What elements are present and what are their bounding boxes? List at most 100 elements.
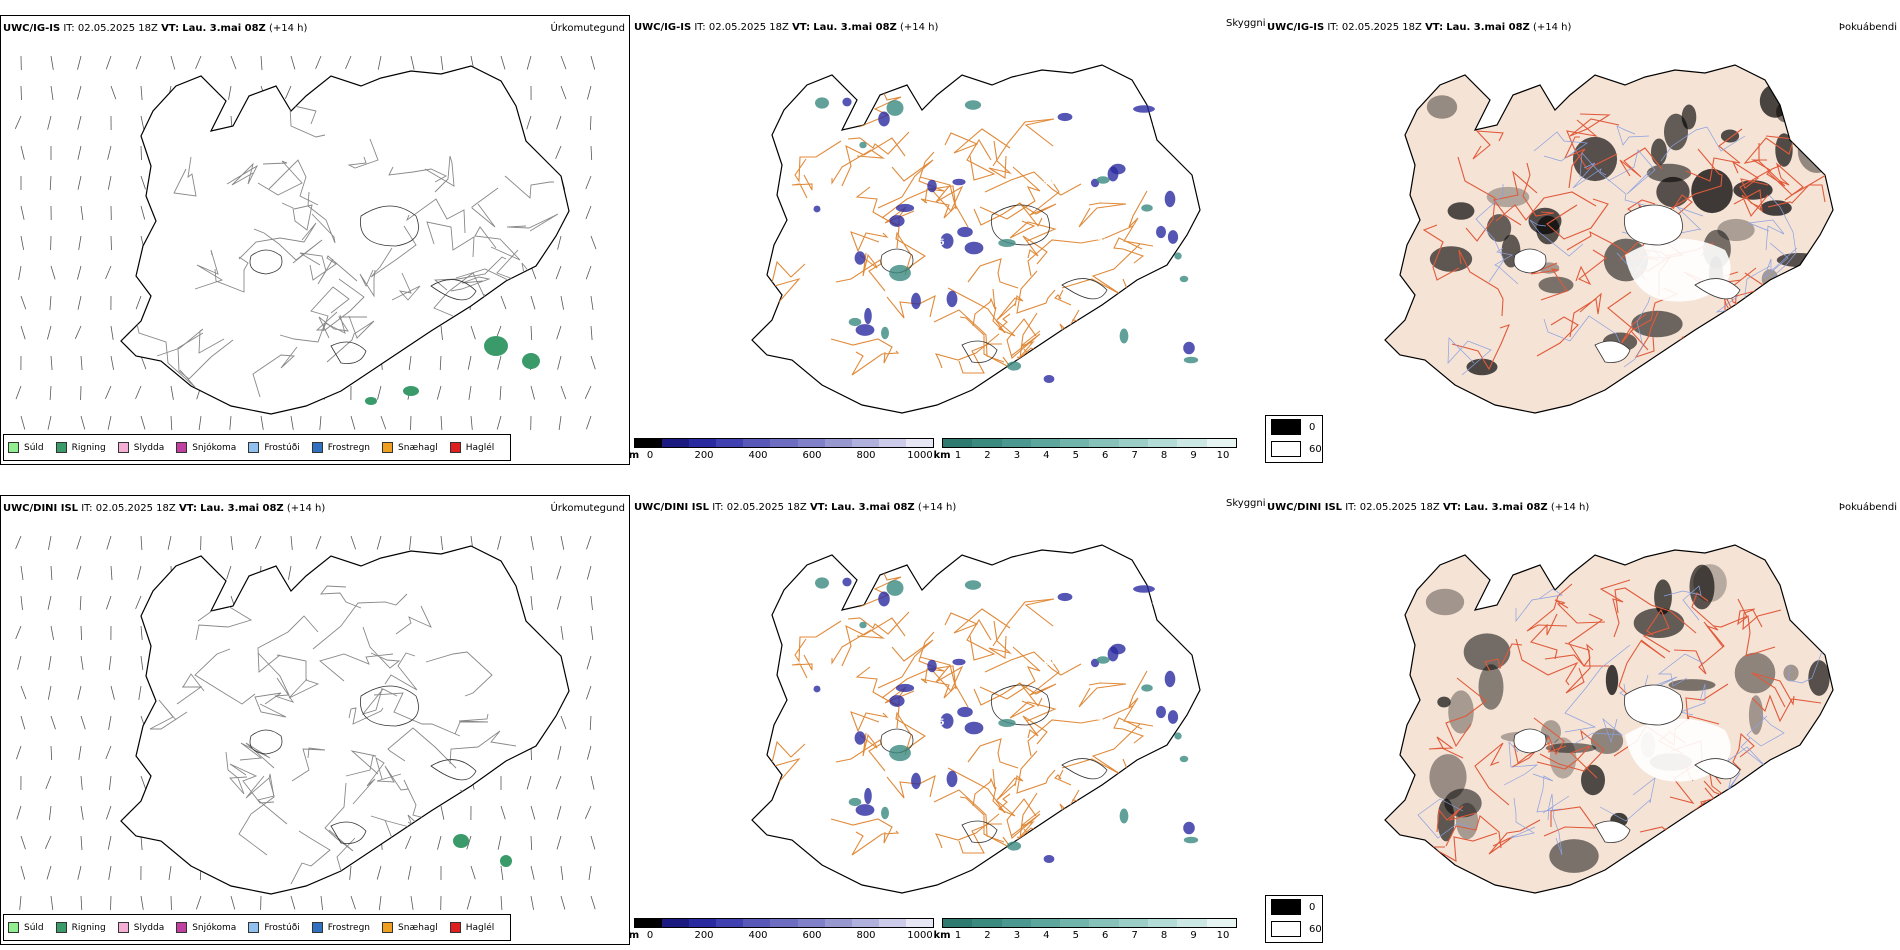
legend-swatch [382,442,394,453]
legend-label: Snæhagl [398,442,438,453]
ceiling-map: 123 103 96 88 36 25 18 [751,64,1201,414]
legend-swatch [55,922,67,933]
svg-text:123: 123 [822,118,841,128]
panel-type-label: Skyggni [1226,18,1266,29]
colorbar-tick: 600 [802,930,822,941]
colorbar-tick: 3 [1013,450,1021,461]
legend-item: Frostúði [248,922,300,933]
colorbar-tick: 2 [984,930,991,941]
svg-text:18: 18 [1152,118,1165,128]
fog-map [1384,544,1834,894]
legend-swatch [382,922,394,933]
fog-legend: 0 60 [1265,895,1323,943]
fog-legend: 0 60 [1265,415,1323,463]
colorbar-tick: 600 [802,450,822,461]
legend-swatch [117,922,129,933]
legend-swatch [117,442,129,453]
legend-label: Frostúði [264,922,300,933]
svg-text:25: 25 [1097,238,1110,248]
svg-text:70: 70 [1097,718,1110,728]
svg-text:25: 25 [987,598,1000,608]
panel-title: UWC/IG-IS IT: 02.05.2025 18Z VT: Lau. 3.… [3,23,308,34]
legend-item: Rigning [55,442,106,453]
legend-item: Súld [8,442,44,453]
colorbar-tick: 1000 [907,450,933,461]
colorbar-tick: 8 [1160,450,1168,461]
colorbar-tick: 1000 [907,930,933,941]
ceiling-colorbar: 0 200 400 600 800 1000 m [629,918,934,942]
colorbar-tick: 2 [984,450,991,461]
precip-map [15,535,596,911]
colorbar-tick: 10 [1216,930,1230,941]
legend-item: Snjókoma [176,442,236,453]
ceiling-colorbar: 0 200 400 600 800 1000 m [629,438,934,462]
colorbar-tick: 7 [1131,930,1138,941]
svg-text:100: 100 [877,658,896,668]
legend-label: Snjókoma [192,442,237,453]
legend-item: Rigning [55,922,106,933]
colorbar-tick: 1 [954,450,962,461]
svg-text:84: 84 [1152,598,1165,608]
legend-item: Snæhagl [382,922,438,933]
ceiling-map: 150 100 95 25 10 70 84 [751,544,1201,894]
colorbar-tick: 1 [954,930,962,941]
panel-type-label: Úrkomutegund [550,23,625,34]
colorbar-tick: 0 [646,930,654,941]
colorbar-tick: 200 [694,930,714,941]
colorbar-unit: km [933,930,951,941]
legend-swatch [311,922,323,933]
precip-type-legend: Súld Rigning Slydda Snjókoma Frostúði Frostre… [3,914,512,941]
fog-index-panel-1: UWC/IG-IS IT: 02.05.2025 18Z VT: Lau. 3.… [1265,15,1897,465]
legend-label: Slydda [133,922,165,933]
visibility-colorbar: 1 2 3 4 5 6 7 8 9 10 km [933,438,1237,462]
panel-type-label: Þokuábendi [1838,502,1897,513]
legend-label: Rigning [71,922,106,933]
cloud-ceiling-panel-1: UWC/IG-IS IT: 02.05.2025 18Z VT: Lau. 3.… [629,15,1266,465]
colorbar-tick: 800 [856,450,876,461]
legend-item: Haglél [449,442,495,453]
colorbar-unit: m [628,450,640,461]
legend-label: Haglél [465,922,495,933]
legend-swatch [176,442,188,453]
legend-label: Frostúði [264,442,300,453]
legend-label: Slydda [133,442,165,453]
colorbar-tick: 800 [856,930,876,941]
colorbar-tick: 400 [748,930,768,941]
panel-type-label: Þokuábendi [1838,22,1897,33]
legend-label: Frostregn [327,922,371,933]
panel-type-label: Skyggni [1226,498,1266,509]
panel-title: UWC/IG-IS IT: 02.05.2025 18Z VT: Lau. 3.… [634,22,939,33]
fog-legend-item: 60 [1266,438,1322,460]
legend-swatch [248,442,260,453]
colorbar-unit: km [933,450,951,461]
legend-swatch [8,442,19,453]
colorbar-tick: 6 [1102,450,1109,461]
svg-text:36: 36 [1042,178,1055,188]
legend-item: Slydda [117,442,165,453]
legend-swatch [8,922,19,933]
fog-index-panel-2: UWC/DINI ISL IT: 02.05.2025 18Z VT: Lau.… [1265,495,1897,945]
colorbar-tick: 0 [646,450,654,461]
legend-swatch [55,442,67,453]
colorbar-unit: m [628,930,640,941]
legend-item: Snæhagl [382,442,438,453]
fog-legend-item: 0 [1266,896,1322,918]
svg-text:103: 103 [877,178,896,188]
panel-title: UWC/DINI ISL IT: 02.05.2025 18Z VT: Lau.… [3,503,326,514]
colorbar-tick: 8 [1160,930,1168,941]
legend-swatch [248,922,260,933]
precip-type-panel-2: UWC/DINI ISL IT: 02.05.2025 18Z VT: Lau.… [0,495,630,945]
colorbar-tick: 6 [1102,930,1109,941]
legend-label: Súld [24,922,44,933]
colorbar-tick: 4 [1043,450,1050,461]
colorbar-tick: 10 [1216,450,1230,461]
colorbar-tick: 5 [1072,930,1079,941]
legend-label: Haglél [465,442,495,453]
legend-item: Slydda [117,922,165,933]
legend-item: Snjókoma [176,922,236,933]
panel-title: UWC/IG-IS IT: 02.05.2025 18Z VT: Lau. 3.… [1267,22,1572,33]
precip-map [14,55,597,431]
colorbar-tick: 5 [1072,450,1079,461]
legend-item: Haglél [449,922,495,933]
precip-type-legend: Súld Rigning Slydda Snjókoma Frostúði Frostre… [3,434,512,461]
